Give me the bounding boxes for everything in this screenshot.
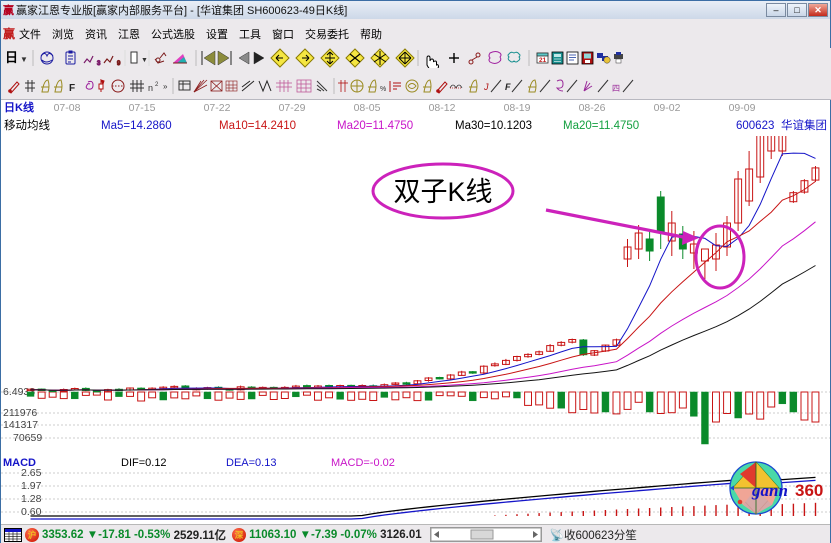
svg-text:1.97: 1.97 xyxy=(21,480,42,492)
svg-text:08-12: 08-12 xyxy=(429,102,456,114)
svg-text:四: 四 xyxy=(612,84,620,93)
svg-text:日: 日 xyxy=(5,50,18,65)
svg-text:07-08: 07-08 xyxy=(54,102,81,114)
svg-text:Ma30=10.1203: Ma30=10.1203 xyxy=(455,120,532,132)
svg-text:MACD=-0.02: MACD=-0.02 xyxy=(331,457,395,469)
svg-text:gann: gann xyxy=(751,481,788,500)
svg-text:07-29: 07-29 xyxy=(279,102,306,114)
svg-text:21: 21 xyxy=(539,57,547,64)
svg-text:08-05: 08-05 xyxy=(354,102,381,114)
svg-text:Ma20=11.4750: Ma20=11.4750 xyxy=(337,120,413,132)
svg-text:1.28: 1.28 xyxy=(21,493,42,505)
svg-text:移动均线: 移动均线 xyxy=(4,118,50,132)
svg-text:F: F xyxy=(505,82,511,92)
svg-text:211976: 211976 xyxy=(3,407,37,419)
svg-text:Ma5=14.2860: Ma5=14.2860 xyxy=(101,120,172,132)
svg-text:600623: 600623 xyxy=(736,120,774,132)
svg-text:70659: 70659 xyxy=(13,432,42,444)
svg-text:07-15: 07-15 xyxy=(129,102,156,114)
svg-text:F: F xyxy=(69,83,75,94)
svg-text:%: % xyxy=(380,86,386,93)
svg-text:07-22: 07-22 xyxy=(204,102,231,114)
svg-text:▼: ▼ xyxy=(141,57,148,64)
svg-text:09-02: 09-02 xyxy=(654,102,681,114)
svg-text:9: 9 xyxy=(117,61,121,67)
svg-text:Ma20=11.4750: Ma20=11.4750 xyxy=(563,120,639,132)
svg-text:360: 360 xyxy=(795,481,823,500)
svg-text:141317: 141317 xyxy=(3,419,38,431)
svg-text:3: 3 xyxy=(97,61,101,67)
svg-text:09-09: 09-09 xyxy=(729,102,756,114)
svg-text:n: n xyxy=(148,83,153,93)
svg-text:▼: ▼ xyxy=(20,55,28,64)
svg-text:DIF=0.12: DIF=0.12 xyxy=(121,457,167,469)
svg-text:08-26: 08-26 xyxy=(579,102,606,114)
svg-text:日K线: 日K线 xyxy=(4,100,34,114)
svg-text:»: » xyxy=(163,82,168,91)
svg-text:2.65: 2.65 xyxy=(21,467,42,479)
svg-text:J: J xyxy=(483,82,489,92)
svg-text:08-19: 08-19 xyxy=(504,102,531,114)
svg-text:DEA=0.13: DEA=0.13 xyxy=(226,457,276,469)
svg-text:2: 2 xyxy=(155,82,159,88)
svg-text:Ma10=14.2410: Ma10=14.2410 xyxy=(219,120,296,132)
svg-text:华谊集团: 华谊集团 xyxy=(781,118,827,132)
